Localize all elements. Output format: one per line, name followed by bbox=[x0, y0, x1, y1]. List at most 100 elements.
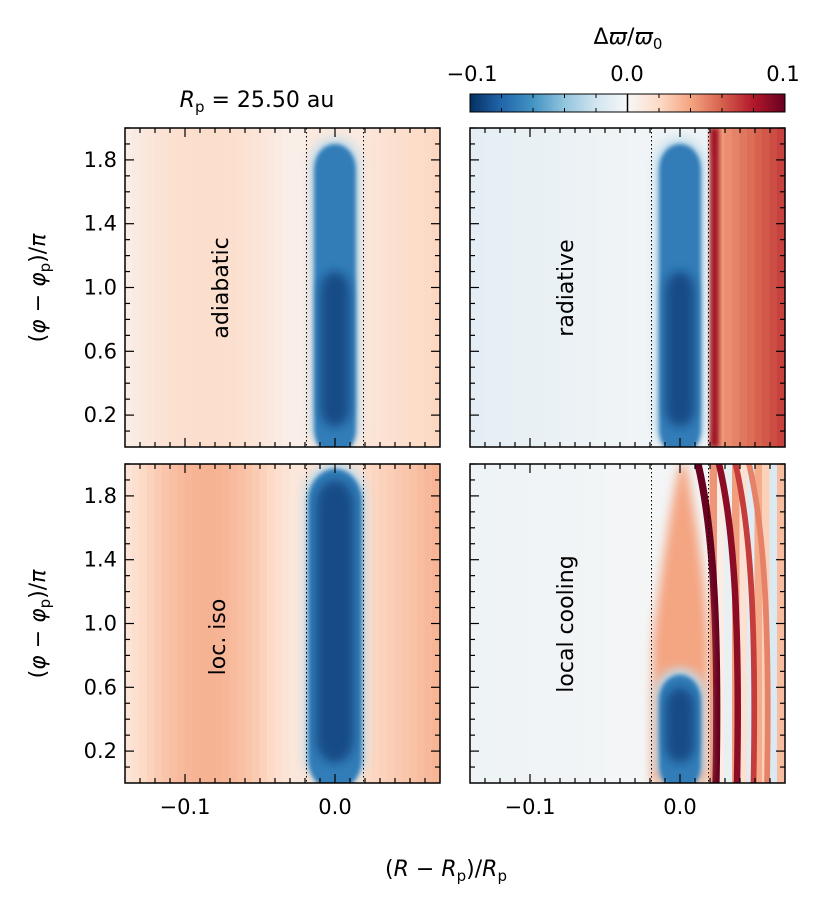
heatmap-cell bbox=[297, 128, 306, 447]
heatmap-cell bbox=[769, 464, 778, 783]
heatmap-cell bbox=[372, 128, 381, 447]
y-tick-label: 1.8 bbox=[84, 148, 117, 172]
y-tick-label: 1.0 bbox=[84, 276, 117, 300]
panel-loc-iso: 0.2 0.6 1.0 1.4 1.8 −0.1 0.0 bbox=[84, 463, 441, 819]
heatmap-cell bbox=[717, 464, 726, 783]
heatmap-cell bbox=[207, 128, 216, 447]
panel-label-radiative: radiative bbox=[554, 239, 579, 336]
heatmap-cell bbox=[237, 128, 246, 447]
heatmap-cell bbox=[754, 464, 763, 783]
y-tick-label: 1.8 bbox=[84, 484, 117, 508]
colorbar-label: Δϖ/ϖ0 bbox=[594, 25, 663, 53]
y-tick-label: 0.2 bbox=[84, 403, 117, 427]
heatmap-cell bbox=[282, 464, 291, 783]
heatmap-cell bbox=[582, 464, 591, 783]
heatmap-cell bbox=[604, 464, 613, 783]
panel-label-local-cooling: local cooling bbox=[554, 555, 579, 692]
panel-local-cooling: −0.1 0.0 bbox=[469, 463, 786, 819]
heatmap-cell bbox=[379, 128, 388, 447]
y-axis-label-bottom: (φ − φp)/π bbox=[26, 569, 54, 679]
heatmap-cell bbox=[762, 128, 771, 447]
depletion-core bbox=[320, 271, 350, 427]
depletion-core bbox=[316, 479, 354, 763]
heatmap-cell bbox=[289, 128, 298, 447]
heatmap-cell bbox=[567, 464, 576, 783]
heatmap-cell bbox=[132, 464, 141, 783]
heatmap-cell bbox=[274, 464, 283, 783]
x-tick-label: 0.0 bbox=[318, 795, 351, 819]
heatmap-cell bbox=[394, 464, 403, 783]
heatmap-cell bbox=[627, 464, 636, 783]
heatmap-cell bbox=[649, 128, 658, 447]
heatmap-cell bbox=[597, 128, 606, 447]
heatmap-cell bbox=[604, 128, 613, 447]
heatmap-cell bbox=[529, 128, 538, 447]
heatmap-cell bbox=[207, 464, 216, 783]
heatmap-cell bbox=[769, 128, 778, 447]
heatmap-cell bbox=[634, 464, 643, 783]
y-tick-label: 1.4 bbox=[84, 212, 117, 236]
x-tick-label: −0.1 bbox=[505, 795, 556, 819]
y-axis-label-top: (φ − φp)/π bbox=[26, 233, 54, 343]
y-tick-label: 0.2 bbox=[84, 739, 117, 763]
y-tick-label: 0.6 bbox=[84, 339, 117, 363]
heatmap-cell bbox=[154, 128, 163, 447]
heatmap-cell bbox=[754, 128, 763, 447]
heatmap-cell bbox=[417, 464, 426, 783]
heatmap-cell bbox=[522, 128, 531, 447]
heatmap-cell bbox=[424, 464, 433, 783]
heatmap-cell bbox=[717, 128, 726, 447]
heatmap-cell bbox=[192, 128, 201, 447]
heatmap-cell bbox=[267, 464, 276, 783]
heatmap-cell bbox=[537, 464, 546, 783]
heatmap-cell bbox=[732, 128, 741, 447]
heatmap-cell bbox=[559, 128, 568, 447]
heatmap-cell bbox=[357, 128, 366, 447]
colorbar-ticks bbox=[469, 94, 786, 112]
heatmap-cell bbox=[537, 128, 546, 447]
heatmap-cell bbox=[499, 464, 508, 783]
heatmap-cell bbox=[394, 128, 403, 447]
heatmap-cell bbox=[229, 128, 238, 447]
heatmap-cell bbox=[132, 128, 141, 447]
heatmap-cell bbox=[634, 128, 643, 447]
heatmap-cell bbox=[177, 464, 186, 783]
heatmap-cell bbox=[484, 464, 493, 783]
heatmap-cell bbox=[222, 464, 231, 783]
heatmap-cell bbox=[184, 464, 193, 783]
heatmap-cell bbox=[282, 128, 291, 447]
panel-adiabatic: 0.2 0.6 1.0 1.4 1.8 bbox=[84, 127, 441, 448]
heatmap-cell bbox=[147, 128, 156, 447]
heatmap-cell bbox=[514, 128, 523, 447]
heatmap-cell bbox=[417, 128, 426, 447]
x-axis-label: (R − Rp)/Rp bbox=[385, 857, 507, 885]
heatmap-cell bbox=[627, 128, 636, 447]
heatmap-cell bbox=[724, 128, 733, 447]
colorbar-tick-label-min: −0.1 bbox=[447, 62, 498, 86]
heatmap-cell bbox=[552, 464, 561, 783]
heatmap-cell bbox=[364, 464, 373, 783]
spiral-streak bbox=[715, 464, 741, 783]
heatmap-cell bbox=[184, 128, 193, 447]
colorbar-tick-label-max: 0.1 bbox=[766, 62, 799, 86]
heatmap-cell bbox=[169, 464, 178, 783]
outer-band bbox=[710, 128, 719, 447]
chart-title: Rp = 25.50 au bbox=[180, 88, 335, 116]
heatmap-cell bbox=[244, 128, 253, 447]
heatmap-cell bbox=[492, 464, 501, 783]
heatmap-cell bbox=[612, 464, 621, 783]
heatmap-cell bbox=[544, 464, 553, 783]
heatmap-cell bbox=[739, 128, 748, 447]
heatmap-cell bbox=[597, 464, 606, 783]
x-tick-label: 0.0 bbox=[663, 795, 696, 819]
heatmap-cell bbox=[244, 464, 253, 783]
heatmap-cell bbox=[222, 128, 231, 447]
heatmap-cell bbox=[559, 464, 568, 783]
heatmap-cell bbox=[229, 464, 238, 783]
heatmap-cell bbox=[304, 128, 313, 447]
heatmap-cell bbox=[507, 464, 516, 783]
heatmap-cell bbox=[567, 128, 576, 447]
heatmap-cell bbox=[582, 128, 591, 447]
panel-label-loc-iso: loc. iso bbox=[206, 599, 231, 676]
